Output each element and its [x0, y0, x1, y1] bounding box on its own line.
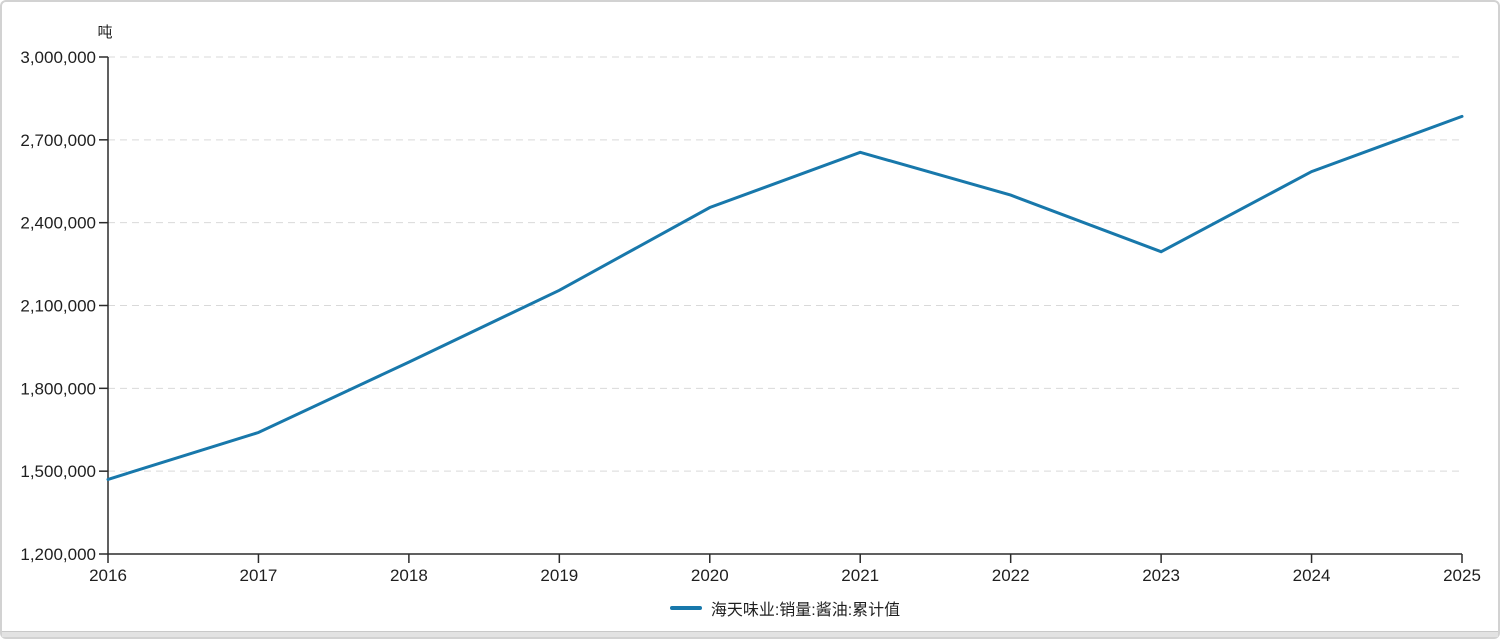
- y-tick-label: 1,800,000: [20, 379, 96, 398]
- series-line: [106, 114, 1464, 481]
- y-axis-unit-label: 吨: [97, 24, 113, 41]
- y-tick-label: 2,400,000: [20, 214, 96, 233]
- y-tick-label: 2,700,000: [20, 131, 96, 150]
- x-tick-label: 2023: [1142, 566, 1180, 585]
- x-tick-label: 2016: [89, 566, 127, 585]
- x-tick-label: 2019: [540, 566, 578, 585]
- x-tick-label: 2022: [992, 566, 1030, 585]
- legend-line-swatch: [669, 606, 702, 610]
- x-tick-label: 2021: [841, 566, 879, 585]
- x-tick-label: 2020: [691, 566, 729, 585]
- x-tick-label: 2024: [1293, 566, 1331, 585]
- card-bottom-edge: [2, 631, 1498, 637]
- legend-label: 海天味业:销量:酱油:累计值: [710, 602, 901, 619]
- y-tick-label: 3,000,000: [20, 48, 96, 67]
- x-tick-label: 2025: [1443, 566, 1481, 585]
- legend: 海天味业:销量:酱油:累计值: [108, 597, 1462, 619]
- x-tick-label: 2017: [240, 566, 278, 585]
- y-tick-label: 2,100,000: [20, 297, 96, 316]
- x-tick-label: 2018: [390, 566, 428, 585]
- y-tick-label: 1,200,000: [20, 545, 96, 564]
- y-tick-label: 1,500,000: [20, 462, 96, 481]
